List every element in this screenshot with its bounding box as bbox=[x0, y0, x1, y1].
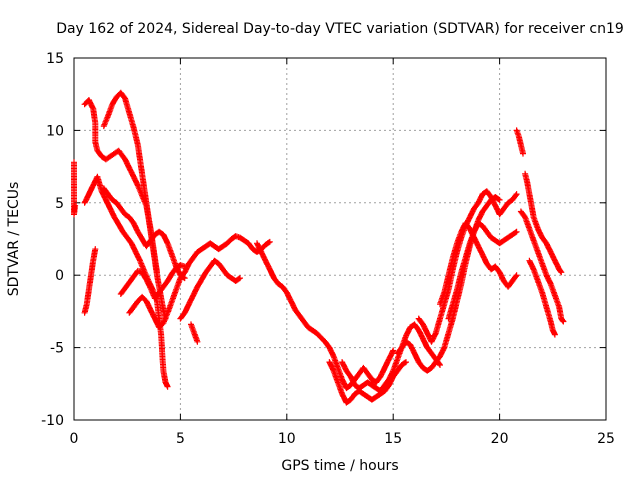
chart-title: Day 162 of 2024, Sidereal Day-to-day VTE… bbox=[56, 21, 624, 37]
y-tick-labels: -10 -5 0 5 10 15 bbox=[41, 51, 64, 429]
series-arc-7 bbox=[117, 262, 188, 302]
y-tick-label: -10 bbox=[41, 413, 64, 429]
series-arc-19 bbox=[522, 170, 565, 276]
x-tick-label: 5 bbox=[176, 431, 185, 447]
data-point-markers bbox=[437, 220, 520, 308]
grid bbox=[74, 58, 606, 420]
y-tick-label: 10 bbox=[46, 123, 64, 139]
data-point-markers bbox=[177, 257, 243, 322]
x-tick-label: 25 bbox=[597, 431, 615, 447]
series-arc-11 bbox=[254, 240, 397, 392]
series-arc-20 bbox=[517, 208, 567, 325]
series-arc-18 bbox=[513, 127, 526, 157]
series-arc-2 bbox=[81, 246, 99, 316]
x-axis-label: GPS time / hours bbox=[281, 458, 398, 474]
y-tick-label: 0 bbox=[55, 268, 64, 284]
x-tick-label: 20 bbox=[491, 431, 509, 447]
series-arc-1 bbox=[71, 159, 79, 218]
data-point-markers bbox=[126, 233, 273, 331]
series-arc-8 bbox=[126, 233, 273, 331]
series-arc-16 bbox=[437, 220, 520, 308]
series-arc-10 bbox=[188, 321, 201, 345]
x-tick-label: 10 bbox=[278, 431, 296, 447]
series-arc-12 bbox=[326, 359, 409, 406]
data-point-markers bbox=[445, 220, 520, 322]
plot-frame bbox=[73, 57, 607, 421]
data-point-markers bbox=[326, 359, 409, 406]
y-tick-label: 5 bbox=[55, 196, 64, 212]
data-marks bbox=[71, 89, 567, 406]
axis-ticks bbox=[73, 57, 607, 421]
data-point-markers bbox=[513, 127, 526, 157]
data-point-markers bbox=[254, 240, 397, 392]
series-arc-17 bbox=[445, 220, 520, 322]
y-axis-label: SDTVAR / TECUs bbox=[6, 182, 22, 297]
data-point-markers bbox=[81, 246, 99, 316]
x-tick-label: 15 bbox=[384, 431, 402, 447]
data-point-markers bbox=[526, 257, 558, 338]
y-tick-label: -5 bbox=[50, 341, 64, 357]
data-point-markers bbox=[117, 262, 188, 302]
x-tick-label: 0 bbox=[70, 431, 79, 447]
data-point-markers bbox=[188, 321, 201, 345]
data-point-markers bbox=[517, 208, 567, 325]
series-arc-9 bbox=[177, 257, 243, 322]
x-tick-labels: 0 5 10 15 20 25 bbox=[70, 431, 615, 447]
data-point-markers bbox=[522, 170, 565, 276]
series-arc-21 bbox=[526, 257, 558, 338]
data-point-markers bbox=[71, 159, 79, 218]
y-tick-label: 15 bbox=[46, 51, 64, 67]
